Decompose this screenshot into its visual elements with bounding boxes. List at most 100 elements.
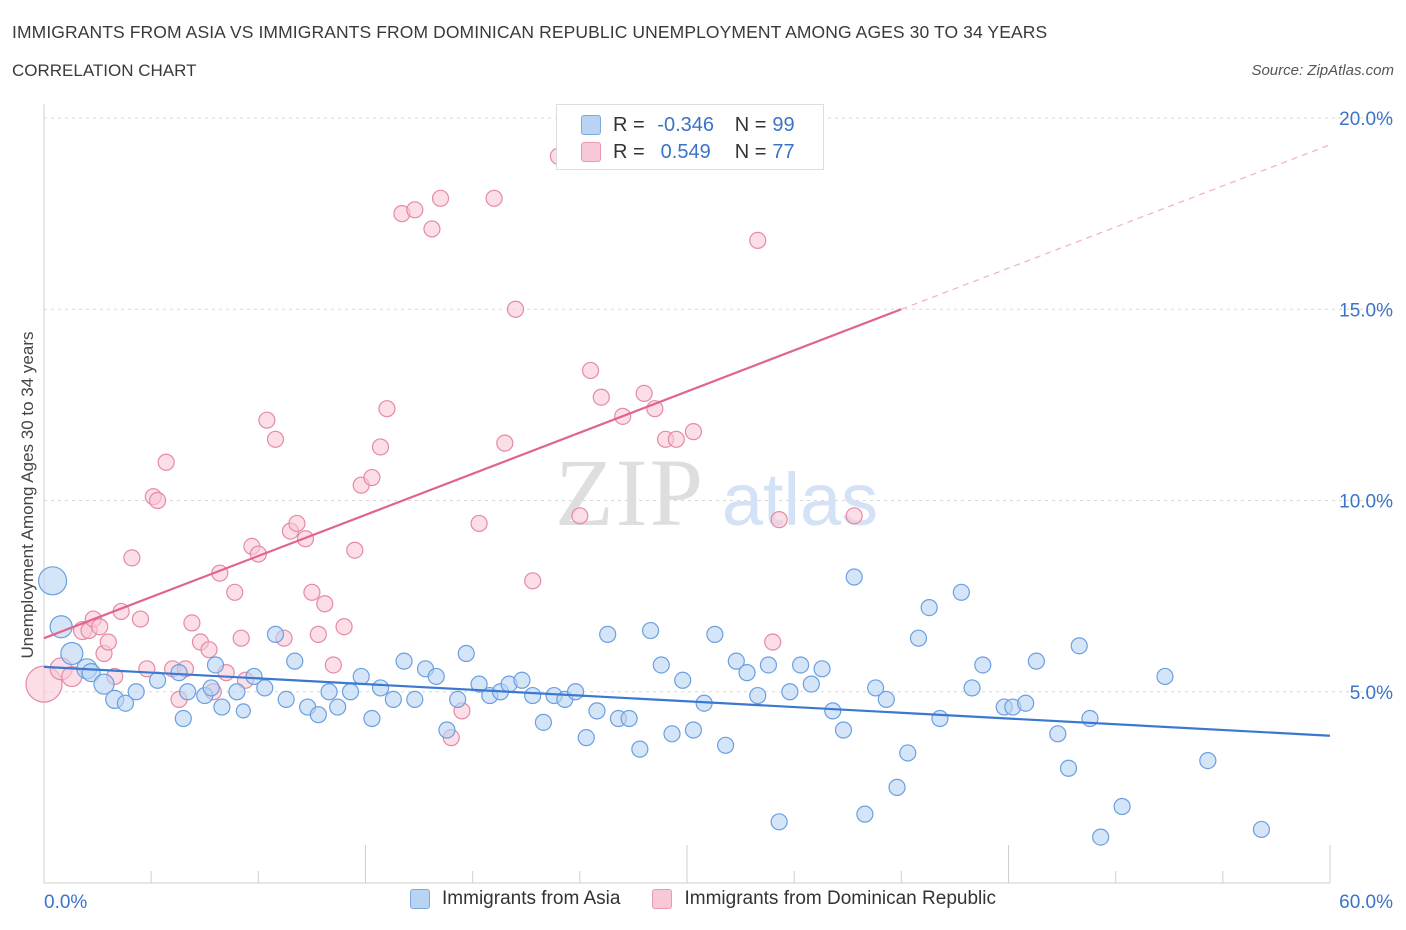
data-point-asia xyxy=(60,641,84,666)
data-point-asia xyxy=(179,683,197,701)
data-point-dominican xyxy=(845,507,863,525)
legend-swatch-blue xyxy=(581,115,601,135)
trend-lines xyxy=(43,144,1331,737)
data-point-dominican xyxy=(363,468,381,487)
data-point-asia xyxy=(1027,652,1045,670)
data-point-dominican xyxy=(524,572,542,590)
data-point-dominican xyxy=(288,514,306,533)
data-point-asia xyxy=(1049,725,1067,743)
data-point-asia xyxy=(438,721,456,739)
data-point-dominican xyxy=(303,583,321,601)
data-point-dominican xyxy=(183,614,201,632)
data-point-asia xyxy=(652,656,670,674)
blue-series-points xyxy=(37,566,1271,846)
data-point-dominican xyxy=(91,618,109,636)
data-point-asia xyxy=(952,583,970,601)
data-point-dominican xyxy=(258,411,276,429)
data-point-asia xyxy=(781,683,799,701)
data-point-dominican xyxy=(581,361,600,380)
data-point-dominican xyxy=(335,618,353,636)
data-point-asia xyxy=(320,683,338,701)
data-point-asia xyxy=(174,709,192,728)
data-point-asia xyxy=(341,683,360,701)
data-point-asia xyxy=(931,709,949,728)
watermark-zip: ZIP xyxy=(555,439,705,546)
data-point-asia xyxy=(534,713,552,731)
data-point-asia xyxy=(802,675,820,693)
legend-label-dominican: Immigrants from Dominican Republic xyxy=(684,888,996,909)
data-point-asia xyxy=(384,690,402,709)
legend-swatch-pink xyxy=(581,142,601,162)
trend-line-dominican xyxy=(43,308,902,640)
trend-line-asia xyxy=(43,665,1331,737)
legend-item-dominican[interactable]: Immigrants from Dominican Republic xyxy=(652,888,996,910)
data-point-asia xyxy=(1113,797,1131,816)
data-point-asia xyxy=(684,721,703,739)
data-point-asia xyxy=(877,690,895,709)
data-point-asia xyxy=(738,664,756,682)
data-point-dominican xyxy=(316,595,334,613)
legend-swatch-blue xyxy=(410,889,431,909)
data-point-asia xyxy=(620,709,638,728)
data-point-asia xyxy=(813,660,831,678)
data-point-asia xyxy=(845,568,863,586)
data-point-dominican xyxy=(157,453,175,471)
data-point-asia xyxy=(909,629,928,647)
data-point-asia xyxy=(920,598,938,617)
data-point-asia xyxy=(749,686,767,705)
data-point-asia xyxy=(759,656,778,674)
data-point-asia xyxy=(266,625,285,643)
data-point-dominican xyxy=(431,189,450,207)
data-point-dominican xyxy=(592,388,610,406)
data-point-dominican xyxy=(423,220,441,238)
data-point-asia xyxy=(716,736,735,754)
data-point-asia xyxy=(329,698,347,716)
axes xyxy=(43,104,1331,884)
data-point-asia xyxy=(566,683,585,701)
data-point-asia xyxy=(770,813,788,831)
data-point-asia xyxy=(631,740,649,758)
data-point-asia xyxy=(524,686,542,705)
correlation-legend: R = -0.346 N = 99 R = 0.549 N = 77 xyxy=(556,104,824,170)
data-point-asia xyxy=(352,667,370,686)
data-point-dominican xyxy=(496,434,514,452)
data-point-dominican xyxy=(123,549,141,567)
data-point-dominican xyxy=(770,511,788,529)
data-point-asia xyxy=(1059,759,1078,777)
data-point-asia xyxy=(170,664,188,682)
data-point-asia xyxy=(513,671,531,689)
data-point-asia xyxy=(127,683,145,701)
data-point-asia xyxy=(706,625,724,643)
data-point-asia xyxy=(213,698,231,716)
data-point-dominican xyxy=(324,656,342,674)
data-point-asia xyxy=(867,679,885,697)
data-point-asia xyxy=(641,621,660,640)
data-point-dominican xyxy=(485,189,503,207)
data-point-asia xyxy=(856,805,874,823)
series-legend: Immigrants from Asia Immigrants from Dom… xyxy=(0,888,1406,910)
data-point-dominican xyxy=(764,633,782,651)
data-point-asia xyxy=(674,671,692,689)
legend-r-label: R = xyxy=(613,113,645,136)
data-point-asia xyxy=(457,644,475,663)
data-point-dominican xyxy=(232,629,250,647)
legend-item-asia[interactable]: Immigrants from Asia xyxy=(410,888,620,910)
data-point-asia xyxy=(245,667,263,686)
data-point-asia xyxy=(963,679,981,697)
data-point-asia xyxy=(395,652,413,670)
data-point-asia xyxy=(228,683,246,701)
data-point-asia xyxy=(148,671,167,689)
y-axis-label: Unemployment Among Ages 30 to 34 years xyxy=(18,332,37,659)
data-point-asia xyxy=(202,679,220,697)
legend-n-value: 99 xyxy=(772,113,795,136)
data-point-asia xyxy=(974,656,992,674)
data-point-asia xyxy=(93,673,115,695)
data-point-dominican xyxy=(378,400,396,418)
data-point-dominican xyxy=(635,384,653,402)
data-point-asia xyxy=(1092,828,1110,846)
data-point-asia xyxy=(116,694,135,712)
data-point-asia xyxy=(791,656,810,674)
data-point-dominican xyxy=(200,641,218,659)
data-point-dominican xyxy=(371,438,390,456)
data-point-asia xyxy=(588,702,606,720)
